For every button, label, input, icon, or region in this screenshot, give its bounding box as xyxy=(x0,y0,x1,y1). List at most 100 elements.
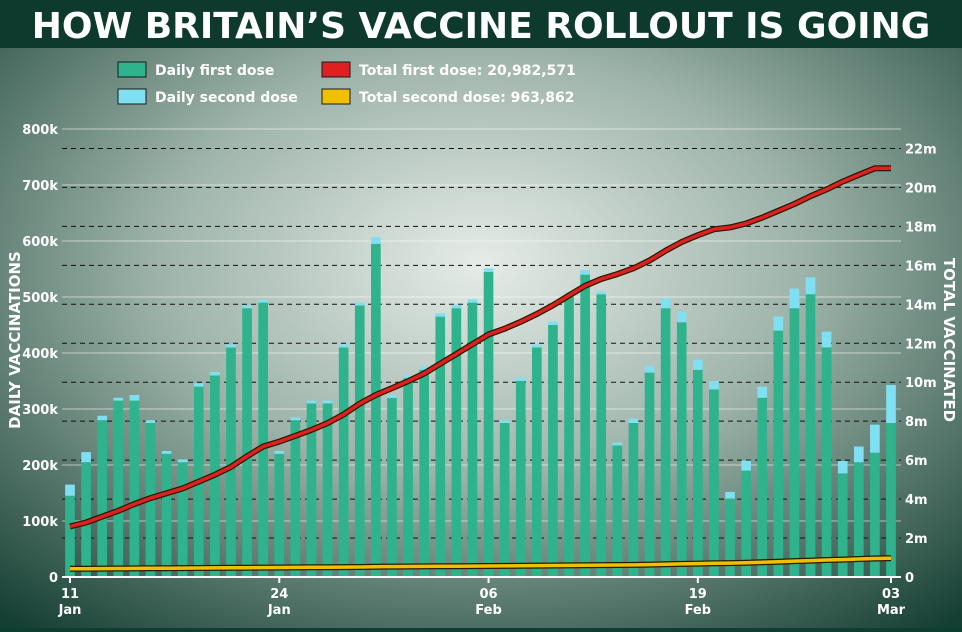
bar-second-dose xyxy=(596,291,607,295)
bar-first-dose xyxy=(789,308,800,577)
bar-first-dose xyxy=(886,423,896,577)
bar-second-dose xyxy=(644,365,655,373)
bar-second-dose xyxy=(290,417,301,421)
x-tick-day: 03 xyxy=(882,587,900,602)
bar-second-dose xyxy=(870,424,880,453)
line-total-second-dose xyxy=(69,556,892,571)
bar-first-dose xyxy=(692,369,703,577)
bar-first-dose xyxy=(387,397,397,577)
x-tick-month: Jan xyxy=(267,603,291,618)
bar-second-dose xyxy=(161,451,172,454)
bar-second-dose xyxy=(274,451,285,454)
chart-title: HOW BRITAIN’S VACCINE ROLLOUT IS GOING xyxy=(32,6,931,47)
left-tick-label: 500k xyxy=(22,291,58,306)
right-tick-label: 22m xyxy=(905,142,937,157)
bar-first-dose xyxy=(821,347,832,577)
x-tick-month: Jan xyxy=(58,603,82,618)
bar-second-dose xyxy=(789,288,800,309)
bar-second-dose xyxy=(145,420,156,423)
bar-second-dose xyxy=(467,299,478,303)
bar-second-dose xyxy=(499,420,510,423)
right-tick-label: 20m xyxy=(905,181,937,196)
bar-first-dose xyxy=(773,330,784,577)
bar-second-dose xyxy=(628,418,639,423)
bar-second-dose xyxy=(676,312,687,323)
legend-label: Daily first dose xyxy=(155,63,274,79)
bar-first-dose xyxy=(97,420,108,577)
bar-first-dose xyxy=(290,420,301,577)
bar-first-dose xyxy=(467,302,478,577)
bar-second-dose xyxy=(483,268,494,272)
bar-first-dose xyxy=(306,403,317,577)
bar-first-dose xyxy=(322,403,333,577)
right-tick-label: 12m xyxy=(905,337,937,352)
bar-second-dose xyxy=(322,400,333,404)
bar-second-dose xyxy=(435,313,446,317)
bar-second-dose xyxy=(177,459,188,463)
bar-first-dose xyxy=(548,325,558,577)
bar-first-dose xyxy=(435,316,446,577)
right-tick-label: 18m xyxy=(905,220,937,235)
legend-swatch xyxy=(117,61,147,78)
bar-second-dose xyxy=(129,395,140,401)
bar-first-dose xyxy=(805,294,816,577)
bar-first-dose xyxy=(258,302,269,577)
bar-second-dose xyxy=(709,381,719,390)
bar-first-dose xyxy=(580,274,590,577)
left-tick-label: 0 xyxy=(49,571,58,586)
bar-first-dose xyxy=(403,378,413,577)
left-tick-label: 700k xyxy=(22,179,58,194)
bar-second-dose xyxy=(660,298,671,309)
bar-first-dose xyxy=(870,452,880,577)
right-tick-label: 4m xyxy=(905,493,928,508)
bar-second-dose xyxy=(886,384,896,423)
bar-first-dose xyxy=(564,297,574,577)
title-bar xyxy=(0,0,962,48)
bar-second-dose xyxy=(692,359,703,370)
right-tick-label: 2m xyxy=(905,532,928,547)
right-tick-label: 6m xyxy=(905,454,928,469)
bar-first-dose xyxy=(644,372,655,577)
right-tick-label: 8m xyxy=(905,415,928,430)
left-tick-label: 600k xyxy=(22,235,58,250)
bar-first-dose xyxy=(161,453,172,577)
bar-first-dose xyxy=(709,389,719,577)
bar-second-dose xyxy=(612,442,623,446)
bar-second-dose xyxy=(113,397,124,401)
bar-first-dose xyxy=(113,400,124,577)
bar-second-dose xyxy=(371,237,381,244)
bar-second-dose xyxy=(354,302,365,306)
y-axis-left-label: DAILY VACCINATIONS xyxy=(6,251,24,429)
bar-first-dose xyxy=(676,322,687,577)
bar-first-dose xyxy=(451,308,462,577)
bar-second-dose xyxy=(258,299,269,303)
bar-second-dose xyxy=(193,383,204,387)
legend-label: Total second dose: 963,862 xyxy=(359,90,574,106)
bar-first-dose xyxy=(338,347,349,577)
bar-second-dose xyxy=(81,452,91,463)
line-total-first-dose xyxy=(69,166,891,529)
bar-first-dose xyxy=(371,243,381,578)
legend-swatch xyxy=(117,88,147,105)
bar-second-dose xyxy=(226,344,236,348)
left-tick-label: 800k xyxy=(22,123,58,138)
bar-second-dose xyxy=(773,316,784,331)
right-tick-label: 14m xyxy=(905,298,937,313)
right-tick-label: 0 xyxy=(905,571,914,586)
legend: Daily first dose Daily second dose Total f… xyxy=(117,61,576,106)
left-tick-label: 400k xyxy=(22,347,58,362)
bar-first-dose xyxy=(419,369,429,577)
bar-first-dose xyxy=(242,308,252,577)
left-tick-label: 100k xyxy=(22,515,58,530)
bar-first-dose xyxy=(177,462,188,577)
axes: 0 100k 200k 300k 400k 500k 600k 700k 800k 0 2m 4m 6m… xyxy=(22,123,936,618)
bar-second-dose xyxy=(725,491,735,499)
bar-second-dose xyxy=(419,366,429,370)
bar-second-dose xyxy=(532,344,542,348)
legend-label: Daily second dose xyxy=(155,90,298,106)
bar-second-dose xyxy=(210,372,220,376)
bar-first-dose xyxy=(226,347,236,577)
bar-first-dose xyxy=(837,473,848,577)
